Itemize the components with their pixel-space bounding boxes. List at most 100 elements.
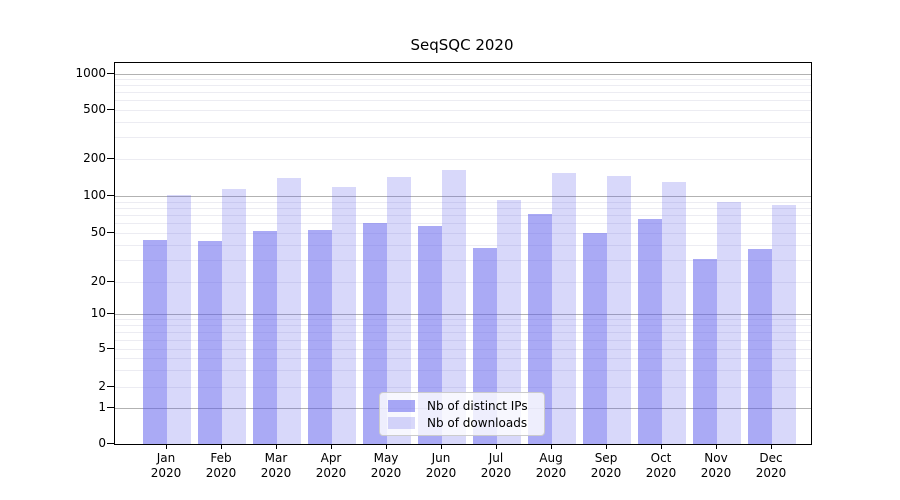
- bar-distinct_ips-sep: [583, 233, 607, 444]
- y-tick-mark-5: [107, 348, 114, 350]
- gridline-minor-900: [115, 79, 811, 80]
- y-tick-label-10: 10: [90, 306, 106, 320]
- x-tick-mark-jun: [441, 444, 443, 449]
- y-tick-label-100: 100: [83, 188, 106, 202]
- gridline-minor-40: [115, 244, 811, 246]
- x-tick-mark-nov: [716, 444, 718, 449]
- y-tick-mark-0: [107, 443, 114, 445]
- legend-item-distinct-ips: Nb of distinct IPs: [380, 399, 544, 413]
- x-tick-mark-may: [386, 444, 388, 449]
- gridline-minor-20: [115, 282, 811, 283]
- y-tick-mark-2: [107, 386, 114, 388]
- x-tick-mark-mar: [276, 444, 278, 449]
- gridline-minor-400: [115, 121, 811, 123]
- bar-distinct_ips-oct: [638, 219, 662, 444]
- gridline-minor-2: [115, 387, 811, 388]
- legend-swatch-distinct-ips: [388, 399, 415, 412]
- gridline-minor-600: [115, 100, 811, 102]
- bar-downloads-oct: [662, 182, 686, 444]
- gridline-minor-6: [115, 339, 811, 341]
- bar-downloads-aug: [552, 172, 576, 444]
- gridline-minor-200: [115, 159, 811, 160]
- bar-distinct_ips-apr: [308, 229, 332, 444]
- y-tick-mark-50: [107, 232, 114, 234]
- x-tick-label-sep: Sep 2020: [590, 451, 622, 480]
- x-tick-label-feb: Feb 2020: [205, 451, 237, 480]
- x-tick-label-jul: Jul 2020: [480, 451, 512, 480]
- x-tick-label-dec: Dec 2020: [755, 451, 787, 480]
- bar-downloads-mar: [277, 177, 301, 444]
- gridline-minor-4: [115, 358, 811, 360]
- y-tick-label-500: 500: [83, 102, 106, 116]
- bar-distinct_ips-nov: [693, 258, 717, 444]
- bar-downloads-sep: [607, 175, 631, 444]
- bar-downloads-feb: [222, 189, 246, 444]
- x-tick-mark-feb: [221, 444, 223, 449]
- grid-layer: [115, 63, 811, 444]
- x-tick-mark-dec: [771, 444, 773, 449]
- gridline-major-10: [115, 314, 811, 315]
- x-tick-label-jan: Jan 2020: [150, 451, 182, 480]
- y-tick-mark-1000: [107, 72, 114, 74]
- chart-title: SeqSQC 2020: [410, 36, 514, 54]
- y-tick-label-200: 200: [83, 151, 106, 165]
- gridline-major-100: [115, 196, 811, 197]
- gridline-minor-60: [115, 223, 811, 225]
- gridline-minor-90: [115, 201, 811, 203]
- y-tick-label-1: 1: [98, 400, 106, 414]
- y-tick-mark-1: [107, 407, 114, 409]
- bar-distinct_ips-jan: [143, 239, 167, 444]
- bar-distinct_ips-feb: [198, 241, 222, 444]
- gridline-minor-9: [115, 319, 811, 321]
- bar-downloads-nov: [717, 201, 741, 444]
- y-tick-mark-10: [107, 313, 114, 315]
- bar-distinct_ips-mar: [253, 230, 277, 444]
- gridline-minor-3: [115, 370, 811, 372]
- gridline-minor-500: [115, 110, 811, 111]
- y-tick-label-5: 5: [98, 341, 106, 355]
- legend-swatch-downloads: [388, 416, 415, 429]
- bar-distinct_ips-dec: [748, 249, 772, 444]
- gridline-minor-30: [115, 260, 811, 262]
- gridline-minor-5: [115, 349, 811, 350]
- gridline-minor-300: [115, 137, 811, 139]
- y-tick-label-50: 50: [90, 225, 106, 239]
- legend-label-downloads: Nb of downloads: [427, 415, 528, 430]
- y-tick-label-20: 20: [90, 274, 106, 288]
- bar-downloads-apr: [332, 187, 356, 444]
- y-tick-mark-500: [107, 109, 114, 111]
- plot-area: Nb of distinct IPs Nb of downloads: [114, 62, 812, 445]
- x-tick-mark-apr: [331, 444, 333, 449]
- x-tick-label-may: May 2020: [370, 451, 402, 480]
- y-tick-mark-20: [107, 281, 114, 283]
- gridline-minor-700: [115, 92, 811, 94]
- gridline-minor-70: [115, 215, 811, 216]
- bars-layer: [115, 63, 811, 444]
- bar-downloads-dec: [772, 204, 796, 444]
- y-tick-label-1000: 1000: [75, 65, 106, 80]
- x-tick-mark-jan: [166, 444, 168, 449]
- legend: Nb of distinct IPs Nb of downloads: [379, 392, 545, 436]
- gridline-major-1000: [115, 73, 811, 75]
- gridline-minor-8: [115, 325, 811, 327]
- y-tick-label-0: 0: [98, 436, 106, 450]
- gridline-minor-80: [115, 207, 811, 209]
- gridline-minor-800: [115, 85, 811, 87]
- x-tick-label-oct: Oct 2020: [645, 451, 677, 480]
- y-tick-mark-200: [107, 158, 114, 160]
- x-tick-mark-aug: [551, 444, 553, 449]
- y-tick-mark-100: [107, 195, 114, 197]
- legend-label-distinct-ips: Nb of distinct IPs: [427, 398, 528, 413]
- x-tick-mark-oct: [661, 444, 663, 449]
- x-tick-label-mar: Mar 2020: [260, 451, 292, 480]
- legend-item-downloads: Nb of downloads: [380, 416, 544, 430]
- x-tick-label-aug: Aug 2020: [535, 451, 567, 480]
- x-tick-mark-jul: [496, 444, 498, 449]
- bar-downloads-jan: [167, 194, 191, 444]
- x-tick-label-apr: Apr 2020: [315, 451, 347, 480]
- x-tick-label-nov: Nov 2020: [700, 451, 732, 480]
- gridline-minor-50: [115, 233, 811, 234]
- gridline-minor-7: [115, 332, 811, 333]
- x-tick-mark-sep: [606, 444, 608, 449]
